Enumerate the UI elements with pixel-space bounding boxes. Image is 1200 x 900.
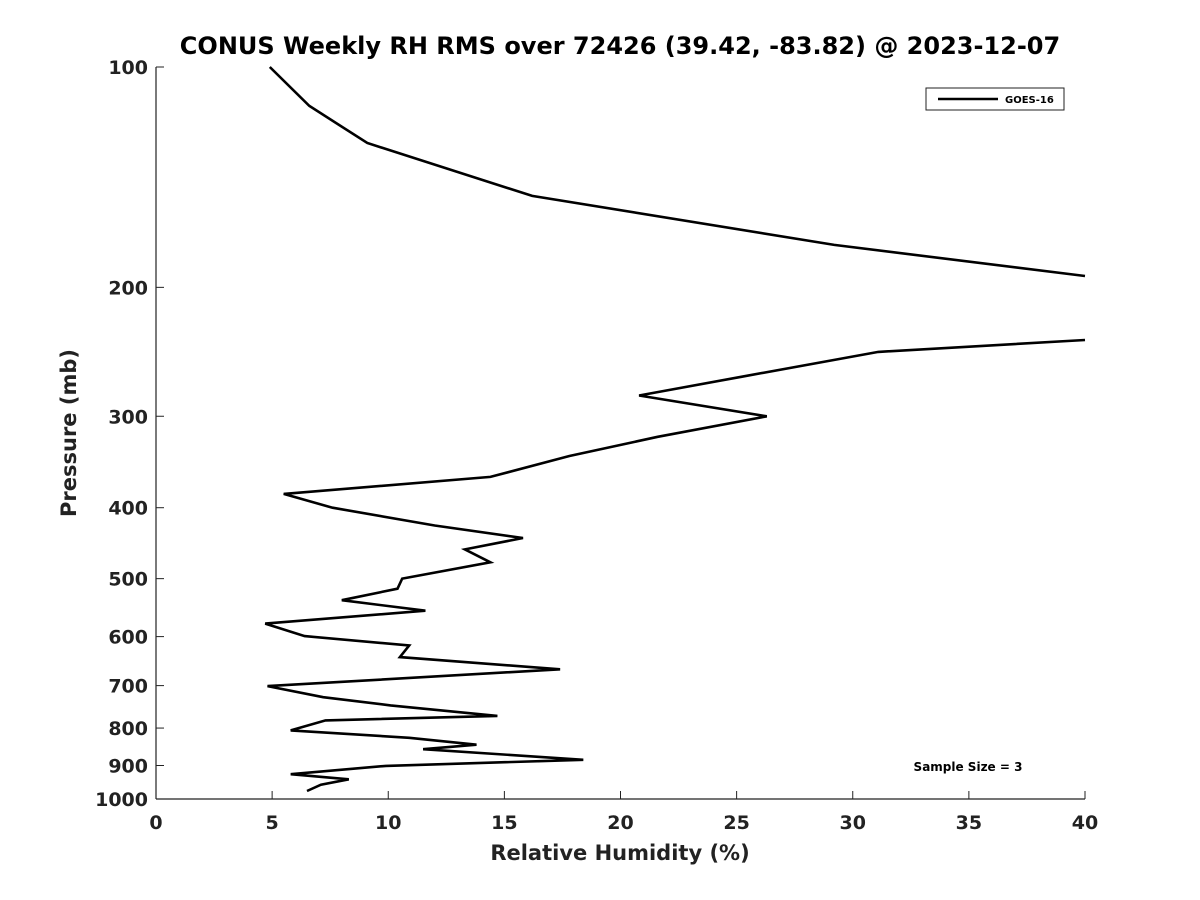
chart-title: CONUS Weekly RH RMS over 72426 (39.42, -… bbox=[180, 32, 1060, 60]
sample-size-annotation: Sample Size = 3 bbox=[914, 760, 1023, 774]
x-tick-label: 30 bbox=[840, 812, 866, 834]
y-tick-label: 300 bbox=[108, 406, 148, 428]
legend-label-goes-16: GOES-16 bbox=[1005, 95, 1054, 106]
y-axis-ticks: 100 200 300 400 500 600 700 800 900 1000 bbox=[95, 57, 164, 811]
y-tick-label: 800 bbox=[108, 718, 148, 740]
x-tick-label: 35 bbox=[956, 812, 982, 834]
x-tick-label: 15 bbox=[491, 812, 517, 834]
x-tick-label: 20 bbox=[607, 812, 633, 834]
x-tick-label: 0 bbox=[149, 812, 162, 834]
y-tick-label: 200 bbox=[108, 277, 148, 299]
x-tick-label: 5 bbox=[266, 812, 279, 834]
x-axis-label: Relative Humidity (%) bbox=[490, 841, 749, 865]
y-tick-label: 500 bbox=[108, 569, 148, 591]
x-tick-label: 25 bbox=[723, 812, 749, 834]
y-axis-label: Pressure (mb) bbox=[57, 349, 81, 517]
y-tick-label: 1000 bbox=[95, 789, 148, 811]
legend: GOES-16 bbox=[925, 87, 1065, 111]
y-tick-label: 400 bbox=[108, 498, 148, 520]
x-tick-label: 40 bbox=[1072, 812, 1098, 834]
y-tick-label: 700 bbox=[108, 676, 148, 698]
x-tick-label: 10 bbox=[375, 812, 401, 834]
plot-axes bbox=[155, 67, 1085, 800]
y-tick-label: 100 bbox=[108, 57, 148, 79]
x-axis-ticks: 0 5 10 15 20 25 30 35 40 bbox=[149, 791, 1098, 834]
y-tick-label: 900 bbox=[108, 756, 148, 778]
series-line-goes-16 bbox=[264, 66, 1086, 793]
y-tick-label: 600 bbox=[108, 627, 148, 649]
series-layer bbox=[264, 66, 1086, 793]
